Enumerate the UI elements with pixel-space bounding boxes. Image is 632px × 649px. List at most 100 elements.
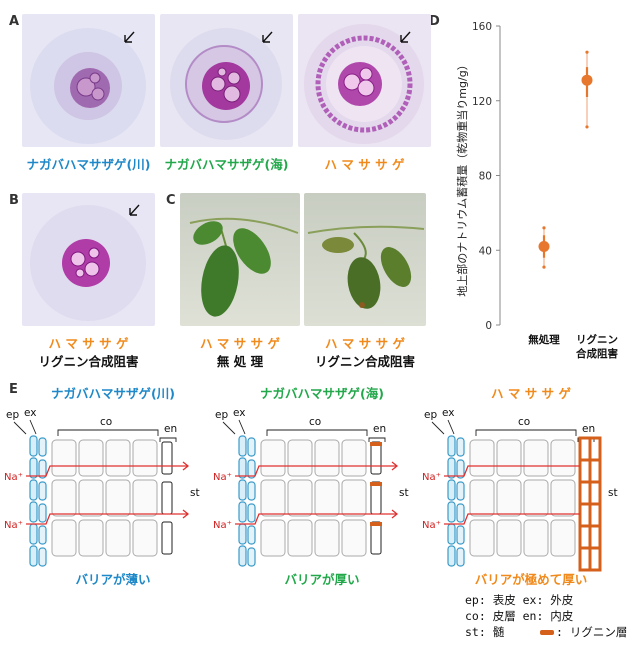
ci-high-point: [585, 50, 589, 54]
exodermis-cell: [456, 503, 465, 523]
ex-pointer: [29, 419, 37, 435]
cortex-cell: [132, 479, 158, 517]
panel-label-c: C: [166, 193, 176, 208]
cortex-cell: [51, 479, 77, 517]
ci-low-point: [585, 125, 589, 129]
exodermis-cell: [247, 481, 256, 501]
exodermis-cell: [456, 547, 465, 567]
cortex-cell: [260, 519, 286, 557]
exodermis-cell: [456, 437, 465, 457]
exodermis-cell: [38, 437, 47, 457]
cortex-cell: [314, 479, 340, 517]
label-ex: ex: [24, 407, 37, 419]
endodermis-cell: [370, 441, 382, 475]
cortex-cell: [78, 479, 104, 517]
epidermis-cell: [238, 457, 247, 479]
cortex-cell: [341, 479, 367, 517]
cortex-cell: [105, 479, 131, 517]
endodermis-bracket: [368, 437, 386, 442]
root-section-photo-hamasasage: [298, 14, 431, 147]
root-section-photo-lignin-inhibited: [22, 193, 155, 326]
sodium-ion-label: Na⁺: [422, 520, 441, 531]
epidermis-cell: [447, 523, 456, 545]
y-tick-label: 160: [472, 21, 492, 33]
root-section-photo-river: [22, 14, 155, 147]
cortex-cell: [496, 439, 522, 477]
label-co: co: [100, 416, 112, 428]
cortex-cell: [496, 479, 522, 517]
label-st: st: [608, 487, 618, 499]
sodium-accumulation-chart: 地上部のナトリウム蓄積量（乾物重当りmg/g） 0 40 80 120 160 無処理 リ…: [455, 21, 618, 360]
epidermis-cell: [29, 457, 38, 479]
label-en: en: [373, 423, 386, 435]
cortex-cell: [132, 439, 158, 477]
panel-label-a: A: [9, 14, 20, 29]
cortex-cell: [469, 519, 495, 557]
sodium-flow-arrowhead: [182, 509, 190, 519]
epidermis-cell: [447, 457, 456, 479]
y-tick-label: 40: [479, 245, 492, 257]
sodium-ion-label: Na⁺: [422, 472, 441, 483]
barrier-schematics: ナガバハマサザゲ(川)ep excoenstNa⁺Na⁺バリアが薄いナガバハマサザ…: [4, 386, 618, 587]
plant-photo-untreated: [180, 193, 300, 326]
epidermis-cell: [447, 501, 456, 523]
lignin-deposit: [370, 482, 382, 486]
schematic-title: ナガバハマサザゲ(海): [260, 386, 384, 401]
exodermis-cell: [38, 503, 47, 523]
cortex-bracket: [57, 429, 159, 436]
epidermis-cell: [29, 545, 38, 567]
lignin-layer-legend-swatch: [540, 630, 554, 635]
exodermis-cell: [247, 525, 256, 545]
panel-label-b: B: [9, 193, 19, 208]
lignin-deposit: [370, 522, 382, 526]
sodium-ion-label: Na⁺: [4, 520, 23, 531]
root-section-photo-sea: [160, 14, 293, 147]
endodermis-cell: [161, 521, 173, 555]
x-category-label: 無処理: [528, 333, 560, 346]
epidermis-cell: [238, 501, 247, 523]
label-co: co: [518, 416, 530, 428]
cortex-cell: [550, 479, 576, 517]
cortex-cell: [78, 519, 104, 557]
exodermis-cell: [456, 459, 465, 479]
endodermis-cell: [370, 481, 382, 515]
caption-river: ナガバハマサザゲ(川): [26, 157, 151, 172]
cortex-cell: [341, 439, 367, 477]
epidermis-cell: [29, 523, 38, 545]
cortex-cell: [78, 439, 104, 477]
cortex-cell: [469, 479, 495, 517]
sodium-ion-label: Na⁺: [213, 472, 232, 483]
caption-sea: ナガバハマサザゲ(海): [164, 157, 289, 172]
cortex-cell: [496, 519, 522, 557]
caption-c-right-treatment: リグニン合成阻害: [314, 354, 415, 369]
sodium-flow-path: [235, 513, 397, 525]
exodermis-cell: [247, 437, 256, 457]
cortex-cell: [51, 519, 77, 557]
sodium-flow-arrowhead: [391, 509, 399, 519]
cortex-cell: [523, 439, 549, 477]
sodium-flow-path: [235, 465, 397, 477]
legend-lignin-label: : リグニン層: [556, 625, 628, 639]
x-category-label: 合成阻害: [575, 347, 618, 360]
ep-pointer: [431, 421, 445, 435]
epidermis-cell: [238, 435, 247, 457]
exodermis-cell: [456, 525, 465, 545]
epidermis-cell: [29, 501, 38, 523]
y-tick-label: 120: [472, 96, 492, 108]
epidermis-cell: [29, 435, 38, 457]
ep-pointer: [13, 421, 27, 435]
epidermis-cell: [447, 545, 456, 567]
caption-c-left-species: ハ マ サ サ ゲ: [200, 336, 280, 351]
exodermis-cell: [247, 459, 256, 479]
label-st: st: [399, 487, 409, 499]
sodium-ion-label: Na⁺: [4, 472, 23, 483]
cortex-cell: [341, 519, 367, 557]
sodium-flow-arrowhead: [182, 461, 190, 471]
sodium-flow-path: [444, 513, 580, 525]
cortex-cell: [523, 519, 549, 557]
cortex-cell: [550, 439, 576, 477]
cortex-cell: [105, 519, 131, 557]
caption-c-right-species: ハ マ サ サ ゲ: [325, 336, 405, 351]
cortex-cell: [287, 479, 313, 517]
exodermis-cell: [456, 481, 465, 501]
